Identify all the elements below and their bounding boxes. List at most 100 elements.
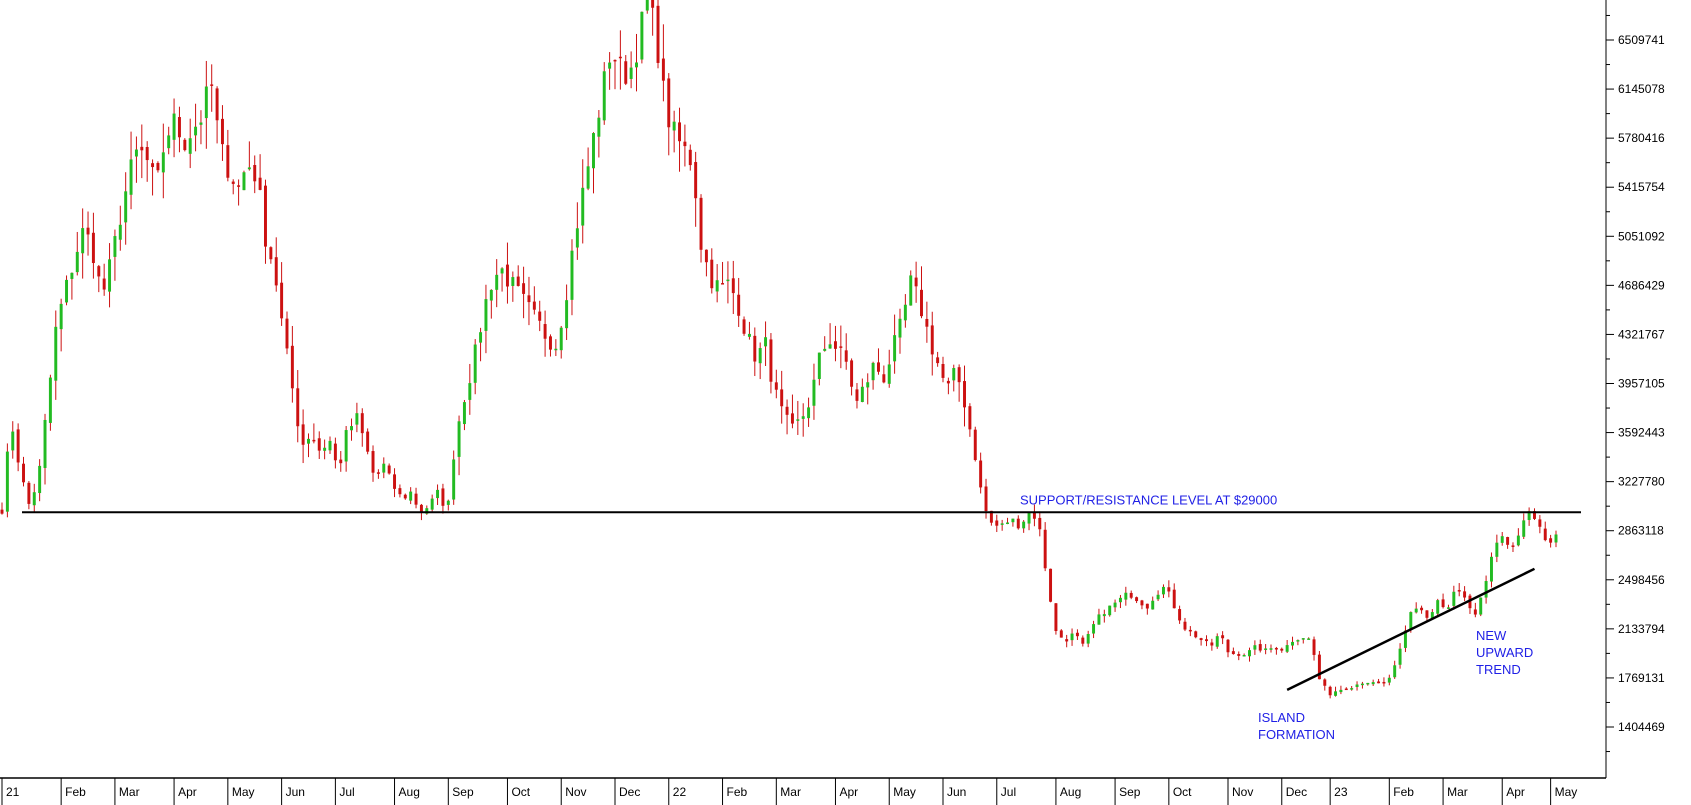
- candle-body: [1081, 637, 1085, 644]
- candle-body: [97, 266, 101, 277]
- candle: [543, 310, 547, 357]
- candle-body: [866, 382, 870, 388]
- candle-body: [167, 135, 171, 149]
- candle: [1065, 634, 1069, 648]
- candle: [866, 373, 870, 405]
- candle-body: [1156, 594, 1160, 600]
- candle: [844, 333, 848, 370]
- candle: [38, 459, 42, 502]
- candle: [726, 261, 730, 304]
- candle-body: [226, 145, 230, 178]
- candle-body: [124, 191, 128, 223]
- candle: [1006, 517, 1010, 525]
- x-tick-label: Mar: [780, 785, 801, 799]
- candle: [1070, 628, 1074, 646]
- candle: [398, 484, 402, 498]
- candle-body: [231, 181, 235, 184]
- candle: [210, 64, 214, 112]
- candle: [1140, 599, 1144, 610]
- candle-body: [936, 357, 940, 364]
- candle: [247, 141, 251, 171]
- candle: [1274, 646, 1278, 655]
- candle: [608, 52, 612, 90]
- candle: [1032, 504, 1036, 527]
- candle-body: [210, 84, 214, 86]
- candle: [409, 487, 413, 505]
- candle: [575, 202, 579, 260]
- candle-body: [855, 389, 859, 401]
- candle: [1075, 629, 1079, 640]
- x-tick-label: Jul: [339, 785, 354, 799]
- candle-body: [828, 344, 832, 349]
- candle: [586, 147, 590, 191]
- candle-body: [0, 509, 4, 514]
- candle-body: [1495, 542, 1499, 557]
- candle: [32, 483, 36, 513]
- candle-body: [672, 121, 676, 131]
- candle: [1350, 686, 1354, 691]
- candle-body: [1473, 609, 1477, 615]
- candle: [1156, 590, 1160, 602]
- candle-body: [1242, 655, 1246, 657]
- y-axis: 1404469 1769131 2133794 2498456 2863118 32277…: [1605, 0, 1665, 778]
- candle: [91, 212, 95, 279]
- candle-body: [1054, 603, 1058, 632]
- candle: [1446, 604, 1450, 610]
- candle: [1522, 513, 1526, 540]
- candle-body: [909, 275, 913, 306]
- candle: [1038, 511, 1042, 537]
- candle-body: [747, 333, 751, 337]
- y-tick-label: 3592443: [1618, 426, 1665, 440]
- x-tick-label: 22: [673, 785, 687, 799]
- candle: [753, 327, 757, 377]
- candle-body: [1549, 538, 1553, 543]
- candle-body: [1484, 581, 1488, 598]
- candle-body: [1011, 518, 1015, 523]
- candle: [1049, 568, 1053, 603]
- candle: [258, 154, 262, 191]
- candle: [479, 327, 483, 362]
- candle-body: [199, 122, 203, 125]
- candle: [333, 437, 337, 469]
- candle-body: [188, 138, 192, 154]
- candle-body: [436, 489, 440, 499]
- candle-body: [1167, 587, 1171, 592]
- x-tick-label: May: [1555, 785, 1578, 799]
- candle: [629, 51, 633, 89]
- candle-body: [1113, 602, 1117, 608]
- candle-body: [1199, 638, 1203, 641]
- candle: [1237, 651, 1241, 661]
- candle: [774, 369, 778, 399]
- candle-body: [661, 58, 665, 81]
- candle: [1527, 507, 1531, 526]
- candle: [1393, 660, 1397, 679]
- y-tick-label: 5415754: [1618, 180, 1665, 194]
- candle-body: [156, 162, 160, 171]
- candle: [554, 339, 558, 357]
- candle-body: [678, 122, 682, 142]
- candle: [1489, 552, 1493, 588]
- candle-body: [1237, 654, 1241, 656]
- candle-body: [640, 11, 644, 60]
- candle-body: [1350, 688, 1354, 690]
- candle-body: [59, 303, 63, 330]
- candle: [656, 0, 660, 69]
- candle: [688, 144, 692, 171]
- candle-body: [204, 86, 208, 119]
- candle-body: [1027, 512, 1031, 524]
- x-axis: 21 Feb Mar Apr May Jun Jul Aug Sep Oct Nov Dec 22 Feb…: [0, 777, 1606, 805]
- candle: [280, 262, 284, 326]
- candle-body: [1205, 639, 1208, 642]
- candle-body: [731, 278, 735, 294]
- candle-body: [344, 430, 348, 462]
- candle-body: [1226, 639, 1230, 653]
- candle: [758, 342, 762, 380]
- candle-body: [484, 299, 488, 331]
- candle-body: [656, 5, 660, 63]
- candle: [1027, 511, 1031, 531]
- candle-body: [441, 488, 445, 506]
- upward-trend-line: [1286, 567, 1536, 692]
- candle-body: [1248, 650, 1251, 657]
- candle-body: [258, 177, 262, 190]
- candle: [790, 394, 794, 429]
